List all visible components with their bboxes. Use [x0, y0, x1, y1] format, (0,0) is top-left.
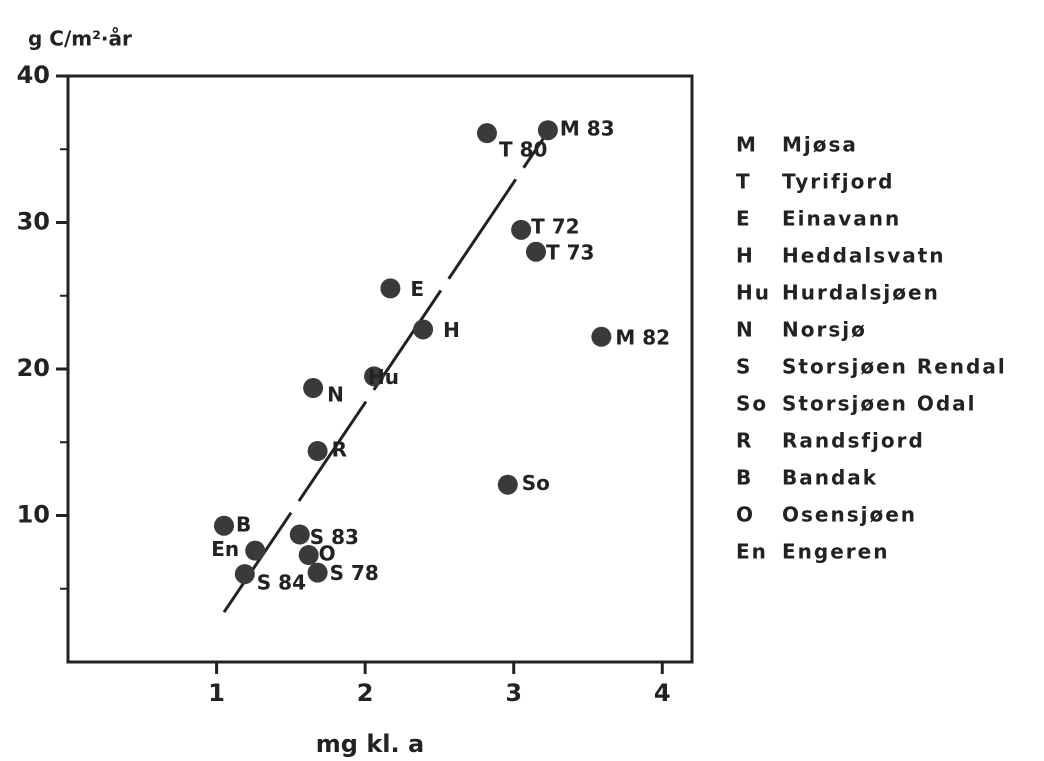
legend-name: Heddalsvatn: [782, 244, 946, 268]
point: [289, 524, 310, 545]
point: [245, 540, 266, 561]
point: [380, 278, 401, 299]
trend-line: [222, 126, 553, 614]
legend-code: R: [736, 429, 753, 453]
x-tick-label: 2: [357, 679, 374, 707]
x-tick-label: 1: [208, 679, 225, 707]
point: [511, 219, 532, 240]
legend-name: Storsjøen Rendal: [782, 355, 1007, 379]
legend-name: Norsjø: [782, 318, 867, 342]
point-label: T 80: [499, 138, 547, 162]
point-label: M 82: [615, 325, 670, 349]
y-axis-label: g C/m²·år: [28, 27, 132, 51]
y-tick-label: 30: [17, 208, 50, 236]
point: [214, 515, 234, 536]
legend-name: Bandak: [782, 466, 878, 490]
point-label: Hu: [368, 365, 399, 389]
point: [303, 378, 324, 399]
point-label: O: [319, 542, 336, 566]
point-label: En: [211, 537, 239, 561]
point-label: E: [410, 277, 424, 301]
legend-code: So: [736, 392, 768, 416]
legend-name: Randsfjord: [782, 429, 925, 453]
point: [364, 366, 385, 387]
point: [307, 441, 328, 462]
point-label: N: [327, 383, 344, 407]
point-label: H: [443, 318, 460, 342]
point: [526, 241, 546, 262]
legend-code: Hu: [736, 281, 771, 305]
legend-code: M: [736, 133, 758, 157]
point-label: T 72: [531, 214, 579, 238]
legend-code: H: [736, 244, 755, 268]
point-label: T 73: [546, 240, 594, 264]
y-tick-label: 20: [17, 354, 50, 382]
legend-code: B: [736, 466, 753, 490]
x-axis-label: mg kl. a: [316, 730, 424, 758]
point-label: S 78: [330, 561, 379, 585]
point: [476, 123, 497, 144]
legend-code: N: [736, 318, 755, 342]
point-label: R: [332, 438, 347, 462]
legend-name: Storsjøen Odal: [782, 392, 977, 416]
legend-name: Engeren: [782, 540, 889, 564]
point-label: So: [522, 471, 550, 495]
legend-name: Hurdalsjøen: [782, 281, 940, 305]
point: [298, 545, 319, 566]
x-tick-label: 3: [505, 679, 522, 707]
point-label: S 84: [257, 571, 306, 595]
point-label: B: [236, 512, 251, 536]
x-tick-label: 4: [654, 679, 671, 707]
point-label: M 83: [560, 117, 615, 141]
legend-name: Tyrifjord: [782, 170, 895, 194]
point: [413, 319, 434, 340]
legend-code: T: [736, 170, 752, 194]
legend-name: Einavann: [782, 207, 901, 231]
y-tick-label: 40: [17, 61, 50, 89]
legend-code: En: [736, 540, 768, 564]
legend-code: S: [736, 355, 752, 379]
legend-code: O: [736, 503, 755, 527]
point: [591, 326, 612, 347]
point: [497, 474, 518, 495]
point-label: S 83: [310, 525, 359, 549]
legend-name: Osensjøen: [782, 503, 917, 527]
point: [307, 562, 328, 583]
legend-name: Mjøsa: [782, 133, 858, 157]
y-tick-label: 10: [17, 501, 50, 529]
point: [537, 120, 558, 141]
legend-code: E: [736, 207, 752, 231]
point: [234, 564, 255, 585]
